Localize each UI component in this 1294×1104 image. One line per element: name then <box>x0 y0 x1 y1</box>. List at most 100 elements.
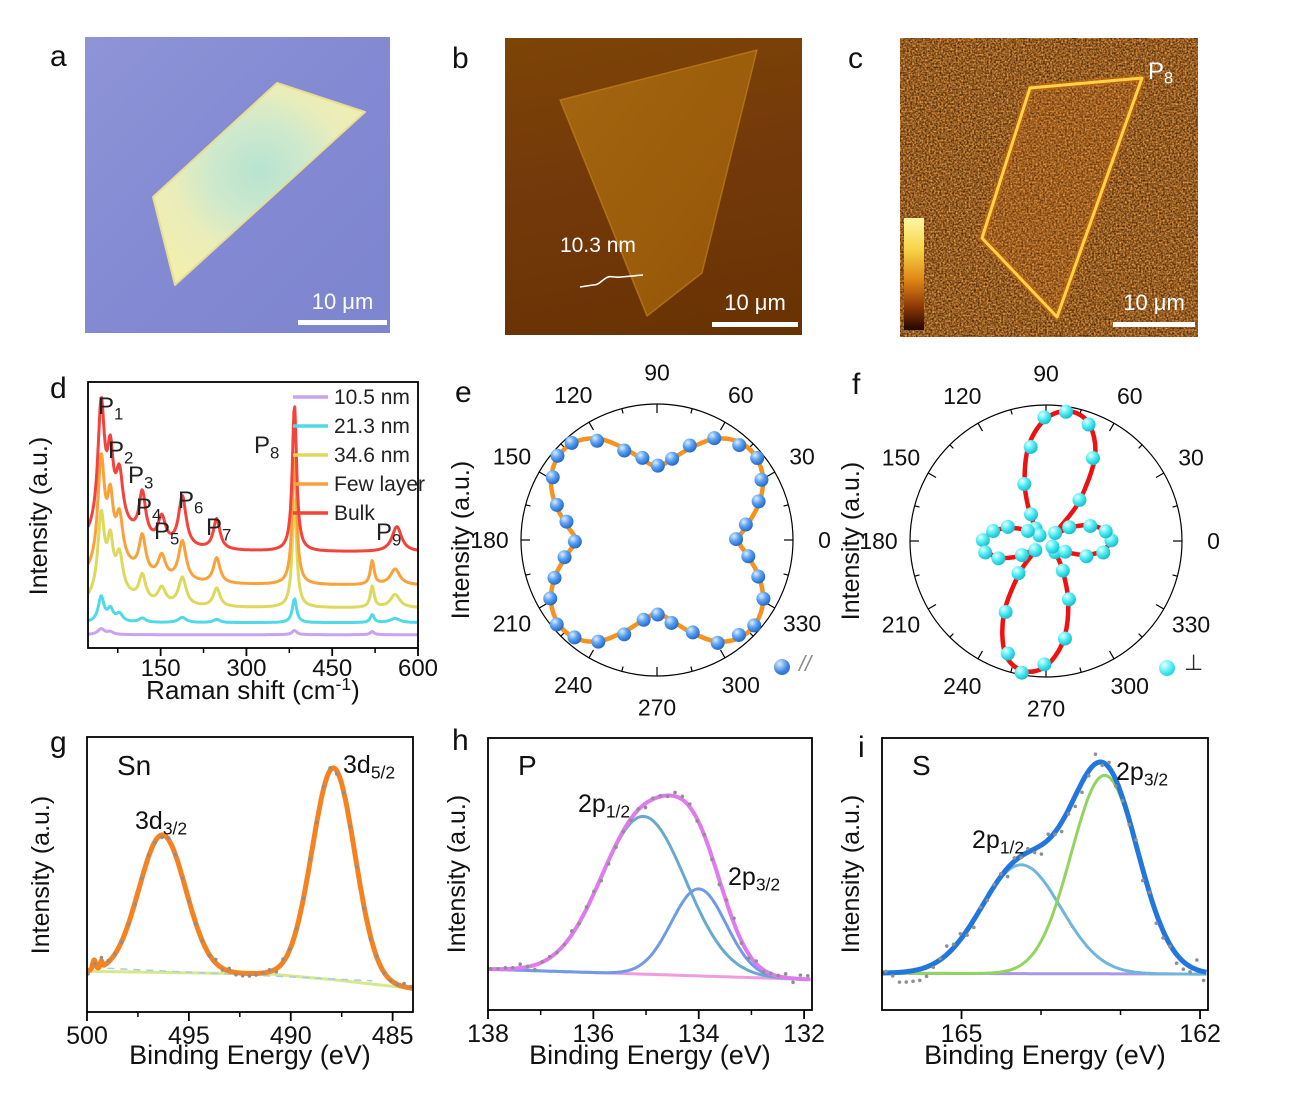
svg-text:150: 150 <box>141 655 181 682</box>
scale-bar <box>1113 322 1195 327</box>
svg-text:500: 500 <box>66 1022 108 1050</box>
svg-text:134: 134 <box>678 1020 720 1048</box>
svg-text:P9: P9 <box>376 519 401 549</box>
svg-text:210: 210 <box>493 611 531 637</box>
svg-text:165: 165 <box>941 1020 983 1048</box>
y-axis-label-d: Intensity (a.u.) <box>25 436 53 596</box>
scale-bar <box>712 322 798 327</box>
svg-text:34.6 nm: 34.6 nm <box>334 444 410 467</box>
panel-letter-i: i <box>858 731 865 764</box>
legend-label-parallel: // <box>799 651 812 676</box>
svg-text:495: 495 <box>168 1022 210 1050</box>
polar-plot-parallel: 0 30 60 90 120 150 180 210 240 270 300 330 <box>470 360 831 721</box>
y-axis-label-e: Intensity (a.u.) <box>447 460 475 620</box>
svg-text:Few layer: Few layer <box>334 473 425 496</box>
y-axis-label-i: Intensity (a.u.) <box>837 794 865 954</box>
svg-text:3d5/2: 3d5/2 <box>343 751 395 783</box>
flake-outline <box>980 76 1144 319</box>
svg-text:3d3/2: 3d3/2 <box>135 807 187 839</box>
svg-text:210: 210 <box>882 612 920 638</box>
panel-letter-a: a <box>50 40 67 73</box>
xps-sn-chart: 500 495 490 485 3d3/2 3d5/2 <box>66 736 414 1050</box>
svg-text:120: 120 <box>943 383 981 409</box>
scale-bar-label: 10 μm <box>724 290 786 315</box>
panel-letter-h: h <box>452 724 469 757</box>
raman-map-image: P8 10 μm <box>900 38 1198 337</box>
flake-shape-optical <box>152 82 366 286</box>
svg-text:2p1/2: 2p1/2 <box>578 790 630 822</box>
svg-text:90: 90 <box>644 360 670 386</box>
svg-text:270: 270 <box>638 694 676 720</box>
panel-letter-c: c <box>848 42 863 75</box>
svg-text:180: 180 <box>470 527 508 553</box>
svg-text:30: 30 <box>789 443 815 469</box>
svg-text:Bulk: Bulk <box>334 502 375 525</box>
element-label-sn: Sn <box>117 750 152 781</box>
svg-text:P6: P6 <box>178 487 203 517</box>
panel-letter-e: e <box>455 376 472 409</box>
x-axis-label-h: Binding Energy (eV) <box>529 1040 771 1070</box>
svg-text:2p3/2: 2p3/2 <box>728 863 780 895</box>
svg-text:300: 300 <box>1111 673 1149 699</box>
raman-map-noise <box>900 38 1198 337</box>
x-axis-label-g: Binding Energy (eV) <box>129 1040 371 1070</box>
svg-text:0: 0 <box>818 527 831 553</box>
panel-letter-d: d <box>50 372 67 405</box>
svg-text:270: 270 <box>1027 695 1065 721</box>
svg-text:21.3 nm: 21.3 nm <box>334 415 410 438</box>
x-axis-label-i: Binding Energy (eV) <box>924 1040 1166 1070</box>
element-label-s: S <box>912 750 931 781</box>
svg-text:P8: P8 <box>254 432 279 462</box>
xps-s-chart: 165 162 2p1/2 2p3/2 <box>881 737 1221 1048</box>
svg-text:60: 60 <box>728 382 754 408</box>
panel-letter-f: f <box>852 368 861 401</box>
svg-text:60: 60 <box>1117 383 1143 409</box>
scale-bar-label: 10 μm <box>1123 290 1185 315</box>
svg-text:490: 490 <box>270 1022 312 1050</box>
svg-text:2p3/2: 2p3/2 <box>1116 758 1168 790</box>
svg-text:P4: P4 <box>136 494 161 524</box>
scale-bar <box>298 320 387 325</box>
panel-letter-b: b <box>452 42 469 75</box>
y-axis-label-f: Intensity (a.u.) <box>837 461 865 621</box>
element-label-p: P <box>518 750 537 781</box>
svg-text:240: 240 <box>943 673 981 699</box>
afm-image: 10.3 nm 10 μm <box>505 38 802 335</box>
optical-microscope-image: 10 μm <box>85 37 390 333</box>
svg-text:0: 0 <box>1207 528 1220 554</box>
svg-text:240: 240 <box>554 672 592 698</box>
thickness-label: 10.3 nm <box>560 234 636 257</box>
svg-text:30: 30 <box>1178 444 1204 470</box>
svg-text:P2: P2 <box>108 437 133 467</box>
svg-text:P7: P7 <box>206 514 231 544</box>
svg-text:330: 330 <box>783 611 821 637</box>
svg-text:300: 300 <box>226 655 266 682</box>
svg-text:10.5 nm: 10.5 nm <box>334 386 410 409</box>
legend-marker-perpendicular <box>1159 660 1175 676</box>
polar-plot-perpendicular: 0 30 60 90 120 150 180 210 240 270 300 330 <box>859 361 1220 722</box>
panel-letter-g: g <box>50 726 67 759</box>
color-scale-bar <box>904 218 924 330</box>
mapped-peak-label: P8 <box>1148 58 1174 88</box>
svg-text:132: 132 <box>783 1020 825 1048</box>
x-axis-label-d: Raman shift (cm-1) <box>146 674 360 705</box>
scale-bar-label: 10 μm <box>311 289 374 314</box>
svg-text:600: 600 <box>398 655 438 682</box>
height-profile-line <box>579 274 644 288</box>
svg-text:P5: P5 <box>154 518 179 548</box>
y-axis-label-g: Intensity (a.u.) <box>27 795 55 955</box>
svg-text:90: 90 <box>1033 361 1059 387</box>
y-axis-label-h: Intensity (a.u.) <box>443 794 471 954</box>
flake-shape-afm <box>559 49 758 317</box>
legend-marker-parallel <box>774 659 790 675</box>
svg-text:450: 450 <box>312 655 352 682</box>
svg-text:150: 150 <box>882 444 920 470</box>
svg-text:485: 485 <box>372 1022 414 1050</box>
svg-text:138: 138 <box>467 1020 509 1048</box>
svg-text:162: 162 <box>1179 1020 1221 1048</box>
svg-text:2p1/2: 2p1/2 <box>972 826 1024 858</box>
svg-text:150: 150 <box>493 443 531 469</box>
svg-text:180: 180 <box>859 528 897 554</box>
